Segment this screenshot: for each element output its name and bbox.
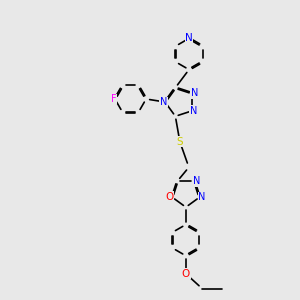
Text: N: N <box>193 176 200 186</box>
Text: N: N <box>190 106 197 116</box>
Text: N: N <box>160 97 167 107</box>
Text: S: S <box>177 137 183 147</box>
Text: N: N <box>191 88 198 98</box>
Text: N: N <box>185 33 193 43</box>
Text: F: F <box>111 94 116 104</box>
Text: O: O <box>182 269 190 279</box>
Text: O: O <box>166 192 174 202</box>
Text: N: N <box>198 192 206 202</box>
